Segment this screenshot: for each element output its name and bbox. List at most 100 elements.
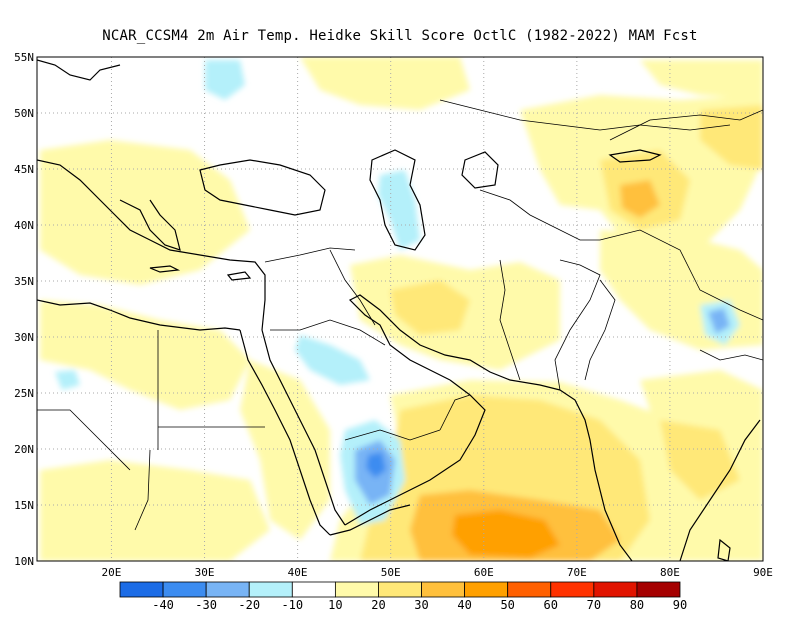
- x-tick-label: 50E: [381, 566, 401, 579]
- colorbar-label: 40: [457, 598, 471, 612]
- colorbar-swatch: [378, 581, 422, 598]
- colorbar-swatch: [162, 581, 207, 598]
- coast-crete: [149, 265, 181, 273]
- map-title: NCAR_CCSM4 2m Air Temp. Heidke Skill Sco…: [102, 28, 698, 44]
- coast-arabia-south: [344, 379, 486, 526]
- shade-kazakh-core: [620, 180, 660, 218]
- coast-lake-balkhash: [608, 149, 662, 163]
- coast-cyprus: [226, 271, 252, 281]
- shade-saudi-blue: [295, 335, 370, 385]
- colorbar-swatch: [636, 581, 681, 598]
- y-tick-label: 55N: [14, 51, 34, 64]
- colorbar-label: 30: [414, 598, 428, 612]
- colorbar-label: 10: [328, 598, 342, 612]
- colorbar-label: 60: [544, 598, 558, 612]
- border-chad-sudan: [134, 449, 151, 531]
- colorbar-swatch: [464, 581, 509, 598]
- shade-west-africa: [40, 460, 270, 561]
- border-yemen-saudi: [344, 429, 441, 441]
- border-turkey: [264, 247, 356, 263]
- shade-caspian-blue: [378, 170, 420, 250]
- shade-ukraine-blue: [205, 60, 245, 100]
- border-china: [599, 229, 763, 321]
- gridlines: [37, 57, 763, 561]
- colorbar-swatch: [593, 581, 638, 598]
- shade-balkans: [40, 140, 250, 285]
- coast-aral: [461, 151, 499, 189]
- border-iran-afghan: [499, 259, 521, 381]
- plot-frame: [36, 56, 764, 562]
- x-tick-label: 70E: [567, 566, 587, 579]
- border-mongolia: [609, 109, 763, 141]
- border-india-china: [699, 349, 763, 361]
- shade-red-sea: [240, 360, 330, 540]
- coast-mediterranean-north: [37, 159, 266, 331]
- colorbar-label: 90: [673, 598, 687, 612]
- coast-sri-lanka: [717, 538, 731, 561]
- colorbar-label: -20: [238, 598, 260, 612]
- country-borders: [37, 99, 763, 531]
- y-tick-label: 45N: [14, 163, 34, 176]
- shade-sahara-blue: [55, 370, 80, 390]
- coast-balkans: [119, 199, 181, 251]
- shade-iran-mid: [390, 280, 470, 335]
- coast-india-west: [559, 389, 633, 561]
- y-tick-label: 30N: [14, 331, 34, 344]
- shade-arabian-sea-hot: [452, 510, 560, 558]
- border-afghan-pak: [554, 259, 601, 391]
- coast-india-east: [679, 419, 761, 561]
- colorbar-swatch: [248, 581, 293, 598]
- x-tick-label: 30E: [195, 566, 215, 579]
- colorbar-swatch: [421, 581, 466, 598]
- coast-black-sea: [199, 159, 326, 216]
- colorbar-swatch: [334, 581, 379, 598]
- border-saudi-north: [270, 319, 386, 346]
- coastlines: [37, 59, 761, 561]
- skill-shading: [37, 57, 763, 561]
- colorbar-swatch: [119, 581, 164, 598]
- shade-mongolia: [640, 60, 763, 100]
- y-tick-label: 40N: [14, 219, 34, 232]
- shade-india-mid: [660, 420, 740, 500]
- shade-tibet-mid-blue: [708, 308, 730, 334]
- shade-russia: [300, 57, 470, 110]
- colorbar-label: 70: [587, 598, 601, 612]
- colorbar-label: -30: [195, 598, 217, 612]
- coast-caspian: [369, 149, 426, 251]
- y-tick-label: 20N: [14, 443, 34, 456]
- y-tick-label: 50N: [14, 107, 34, 120]
- border-algeria: [37, 409, 131, 471]
- colorbar-swatch: [507, 581, 552, 598]
- border-pak-india: [584, 279, 616, 381]
- colorbar-swatch: [550, 581, 595, 598]
- y-tick-label: 35N: [14, 275, 34, 288]
- coast-red-sea-east: [261, 329, 346, 526]
- y-axis-labels: 10N 15N 20N 25N 30N 35N 40N 45N 50N 55N: [14, 51, 34, 568]
- colorbar-label: 50: [500, 598, 514, 612]
- shade-yemen-core-blue: [366, 452, 386, 478]
- y-tick-label: 15N: [14, 499, 34, 512]
- x-tick-label: 80E: [660, 566, 680, 579]
- colorbar-label: -40: [152, 598, 174, 612]
- border-uzbek: [479, 189, 600, 241]
- y-tick-label: 10N: [14, 555, 34, 568]
- colorbar-swatch: [205, 581, 250, 598]
- x-tick-label: 20E: [102, 566, 122, 579]
- coast-horn-africa: [329, 504, 411, 536]
- border-oman: [439, 394, 471, 431]
- x-axis-labels: 20E 30E 40E 50E 60E 70E 80E 90E: [102, 566, 773, 579]
- y-tick-label: 25N: [14, 387, 34, 400]
- border-iraq-iran: [329, 249, 376, 326]
- border-kazakh: [439, 99, 731, 131]
- shade-tarim-mid: [700, 105, 763, 170]
- coast-red-sea-west: [239, 329, 331, 536]
- x-tick-label: 90E: [753, 566, 773, 579]
- colorbar-swatch: [291, 581, 336, 598]
- x-tick-label: 40E: [288, 566, 308, 579]
- colorbar-label: 80: [630, 598, 644, 612]
- colorbar-label: -10: [281, 598, 303, 612]
- x-tick-label: 60E: [474, 566, 494, 579]
- colorbar: -40 -30 -20 -10 10 20 30 40 50 60 70 80 90: [119, 581, 687, 612]
- coast-persian-gulf: [348, 294, 561, 391]
